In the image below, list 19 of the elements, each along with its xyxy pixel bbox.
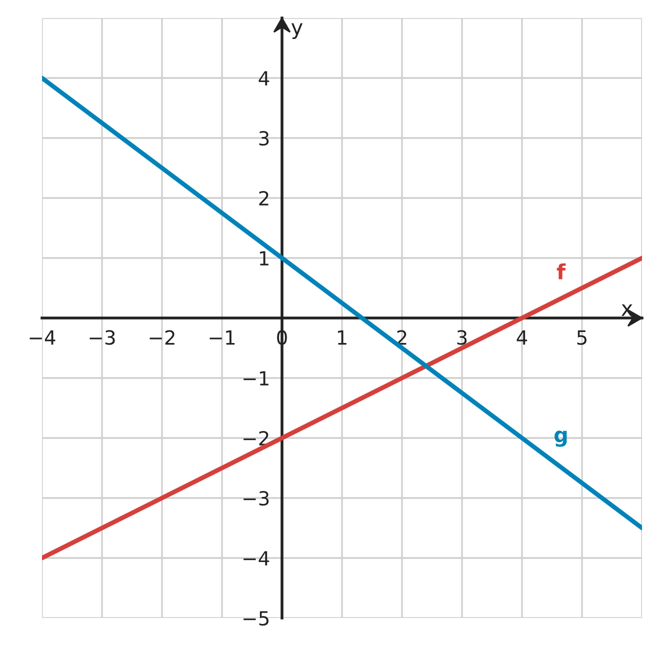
y-tick-label: −5 bbox=[244, 611, 268, 626]
x-tick-label: 1 bbox=[338, 330, 346, 345]
x-tick-label: −4 bbox=[30, 330, 56, 345]
x-tick-label: 3 bbox=[457, 330, 467, 345]
y-tick-label: −1 bbox=[244, 371, 268, 386]
x-tick-label: 5 bbox=[577, 330, 586, 345]
y-tick-label: 3 bbox=[259, 130, 269, 146]
x-tick-label: −1 bbox=[210, 330, 235, 345]
x-tick-label: −2 bbox=[150, 330, 174, 345]
x-tick-label: −3 bbox=[90, 330, 115, 345]
y-tick-label: −3 bbox=[244, 490, 269, 506]
y-tick-label: 2 bbox=[259, 190, 268, 206]
series-label: f bbox=[556, 263, 566, 280]
y-tick-label: 4 bbox=[258, 71, 270, 86]
y-tick-label: 1 bbox=[260, 251, 268, 266]
x-tick-label: 4 bbox=[516, 330, 528, 345]
y-axis-title: y bbox=[291, 23, 303, 39]
y-tick-label: −4 bbox=[244, 551, 270, 566]
series-label: g bbox=[554, 430, 567, 447]
